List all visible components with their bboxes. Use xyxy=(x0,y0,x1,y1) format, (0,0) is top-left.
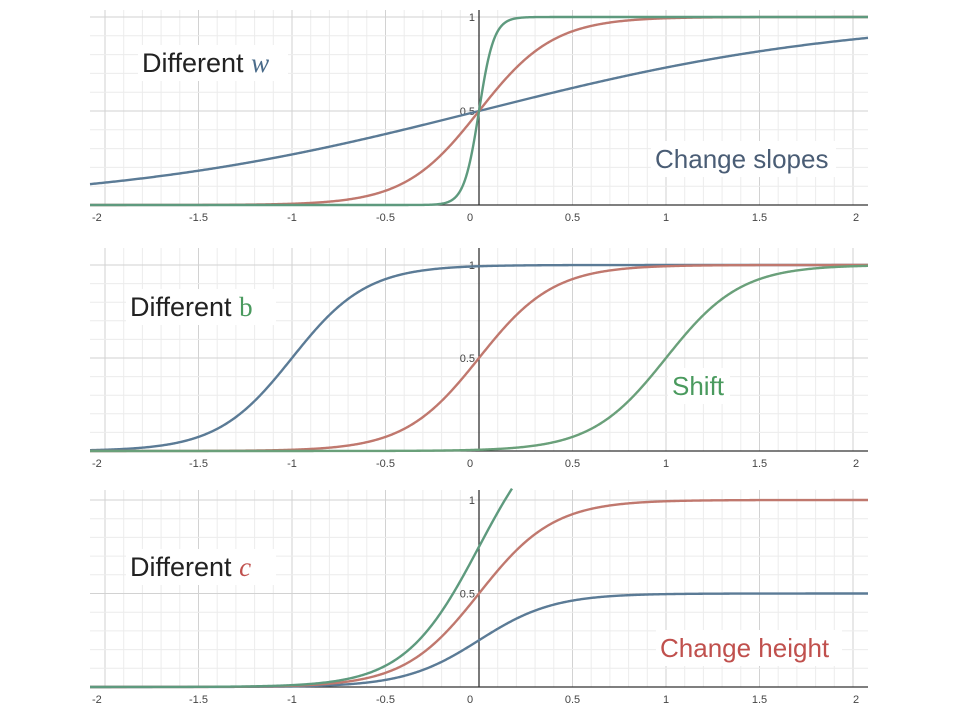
title-background xyxy=(126,289,276,325)
y-tick-label: 1 xyxy=(469,495,475,507)
x-tick-label: -1.5 xyxy=(189,458,208,470)
x-tick-label: 1.5 xyxy=(752,694,767,706)
y-tick-label: 0.5 xyxy=(460,353,475,365)
x-tick-label: 0.5 xyxy=(565,694,580,706)
x-tick-label: 1.5 xyxy=(752,212,767,224)
chart-title-symbol: c xyxy=(239,552,251,582)
chart-annotation: Change slopes xyxy=(655,144,828,174)
x-tick-label: 1 xyxy=(663,458,669,470)
x-tick-label: 1 xyxy=(663,212,669,224)
x-tick-label: -0.5 xyxy=(376,694,395,706)
x-tick-label: 2 xyxy=(853,694,859,706)
x-tick-label: 1 xyxy=(663,694,669,706)
x-tick-label: -1 xyxy=(287,458,297,470)
y-tick-label: 0.5 xyxy=(460,589,475,601)
series-line-3 xyxy=(89,15,869,207)
annotation-background xyxy=(656,630,842,666)
chart-panel-3: -2 -1.5 -1 -0.5 0 0.5 1 1.5 2 0.5 1 Different c Chan… xyxy=(89,487,869,706)
x-tick-label: 0.5 xyxy=(565,458,580,470)
x-tick-label: -2 xyxy=(92,458,102,470)
annotation-background xyxy=(668,368,730,404)
y-tick-label: 1 xyxy=(469,12,475,24)
chart-annotation: Change height xyxy=(660,633,830,663)
chart-title: Different c xyxy=(130,552,251,582)
x-tick-label: -0.5 xyxy=(376,458,395,470)
x-tick-label: -0.5 xyxy=(376,212,395,224)
chart-title-symbol: w xyxy=(251,48,269,78)
x-tick-label: 0 xyxy=(467,212,473,224)
x-tick-label: -1.5 xyxy=(189,694,208,706)
x-tick-label: 2 xyxy=(853,458,859,470)
chart-title-prefix: Different xyxy=(142,48,251,78)
x-tick-label: -2 xyxy=(92,694,102,706)
chart-title: Different b xyxy=(130,292,253,322)
chart-title-prefix: Different xyxy=(130,552,239,582)
series-group xyxy=(89,15,869,207)
x-tick-label: 0.5 xyxy=(565,212,580,224)
x-tick-label: -2 xyxy=(92,212,102,224)
title-background xyxy=(126,549,276,585)
x-tick-label: 2 xyxy=(853,212,859,224)
series-group xyxy=(89,487,869,689)
chart-title: Different w xyxy=(142,48,269,78)
series-line-3 xyxy=(89,264,869,453)
chart-title-symbol: b xyxy=(239,292,253,322)
x-tick-label: 1.5 xyxy=(752,458,767,470)
x-tick-label: -1 xyxy=(287,694,297,706)
x-tick-label: 0 xyxy=(467,458,473,470)
chart-annotation: Shift xyxy=(672,371,725,401)
annotation-background xyxy=(651,141,836,177)
x-tick-label: -1 xyxy=(287,212,297,224)
series-line-3 xyxy=(89,487,514,689)
series-group xyxy=(89,263,869,453)
x-tick-label: 0 xyxy=(467,694,473,706)
chart-title-prefix: Different xyxy=(130,292,239,322)
title-background xyxy=(138,45,288,81)
x-tick-label: -1.5 xyxy=(189,212,208,224)
